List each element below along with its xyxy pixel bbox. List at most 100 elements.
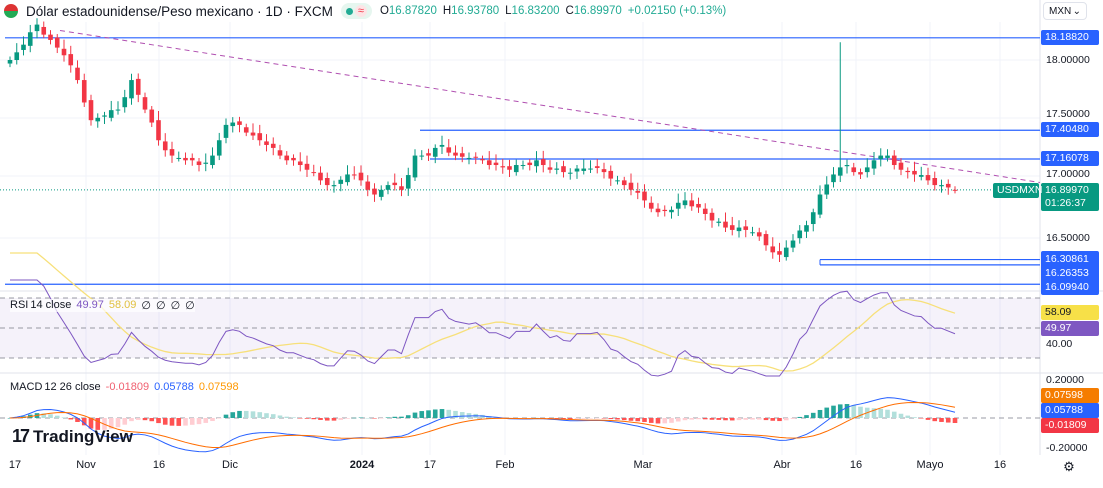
tradingview-logo[interactable]: 17 TradingView (12, 426, 133, 447)
macd-histogram-bar (831, 405, 836, 418)
time-tick: Dic (222, 459, 238, 471)
macd-histogram-bar (183, 418, 188, 426)
candle-body (486, 160, 492, 166)
candle-body (682, 200, 688, 206)
candle-body (358, 172, 364, 181)
candle-body (351, 174, 357, 176)
level-tag[interactable]: 16.26353 (1045, 267, 1089, 279)
macd-histogram-bar (891, 411, 897, 418)
change-value: +0.02150 (+0.13%) (627, 5, 727, 17)
macd-signal-tag: 0.07598 (1041, 388, 1099, 403)
candle-body (756, 232, 762, 237)
macd-histogram-bar (405, 415, 411, 418)
last-price-tag: 16.89970 01:26:37 (1041, 183, 1099, 211)
level-tag[interactable]: 16.09940 (1045, 281, 1089, 293)
macd-histogram-bar (162, 418, 168, 425)
candle-body (291, 157, 296, 161)
macd-histogram-bar (797, 416, 803, 418)
candle-body (736, 227, 742, 232)
candle-body (297, 161, 303, 166)
candle-body (702, 208, 708, 214)
macd-histogram-bar (682, 418, 688, 421)
macd-histogram-bar (41, 413, 47, 418)
trendline (59, 30, 1041, 183)
macd-histogram-bar (885, 409, 890, 418)
candle-body (81, 80, 87, 103)
market-open-icon (345, 7, 353, 15)
macd-histogram-bar (709, 418, 715, 420)
macd-histogram-bar (574, 418, 580, 419)
rsi-ma-line (10, 252, 956, 372)
macd-histogram-bar (135, 418, 141, 420)
candle-body (763, 234, 769, 246)
candle-body (615, 180, 620, 182)
candle-body (115, 109, 121, 111)
candle-body (277, 150, 283, 156)
candle-body (216, 140, 222, 156)
candle-body (61, 48, 67, 56)
macd-histogram-bar (858, 406, 863, 418)
level-tag-group[interactable]: 16.30861 16.26353 16.09940 (1041, 251, 1099, 295)
macd-line (9, 397, 956, 453)
macd-histogram-bar (61, 417, 67, 418)
symbol-title[interactable]: Dólar estadounidense/Peso mexicano · 1D … (26, 3, 333, 19)
macd-histogram-bar (716, 418, 722, 420)
candle-body (675, 202, 681, 209)
open-value: 16.87820 (388, 5, 437, 17)
candle-body (27, 32, 33, 46)
candle-body (7, 60, 13, 64)
level-tag[interactable]: 18.18820 (1041, 30, 1099, 45)
currency-selector[interactable]: MXN ⌄ (1043, 2, 1087, 20)
candle-body (608, 170, 614, 179)
candle-body (230, 122, 236, 127)
macd-tick: 0.20000 (1046, 374, 1084, 386)
macd-histogram-bar (648, 418, 654, 423)
candle-body (851, 167, 857, 173)
candle-body (331, 185, 337, 187)
macd-histogram-bar (351, 417, 357, 419)
macd-histogram-bar (453, 410, 458, 418)
macd-histogram-bar (68, 418, 74, 420)
candle-body (149, 109, 155, 123)
macd-histogram-bar (736, 418, 742, 421)
gear-icon[interactable]: ⚙ (1063, 459, 1075, 474)
price-tick: 17.50000 (1046, 108, 1090, 120)
candle-body (601, 169, 607, 173)
candle-body (912, 170, 917, 175)
level-tag[interactable]: 16.30861 (1045, 253, 1089, 265)
candle-body (338, 179, 344, 184)
rsi-legend[interactable]: RSI 14 close 49.97 58.09 ∅ ∅ ∅ ∅ (10, 299, 195, 312)
status-pills[interactable]: ≈ (340, 3, 372, 19)
macd-histogram-bar (763, 418, 769, 421)
candle-body (837, 167, 843, 176)
macd-histogram-bar (284, 416, 290, 418)
candle-body (507, 166, 512, 170)
macd-histogram-bar (446, 409, 452, 418)
candle-body (729, 225, 735, 230)
wave-icon: ≈ (354, 5, 367, 17)
macd-histogram-bar (594, 418, 600, 419)
time-tick: 2024 (349, 459, 375, 471)
macd-legend[interactable]: MACD 12 26 close -0.01809 0.05788 0.0759… (10, 381, 239, 393)
price-tick: 18.00000 (1046, 54, 1090, 66)
macd-histogram-bar (392, 416, 398, 418)
macd-histogram-bar (331, 418, 337, 421)
macd-histogram-bar (385, 417, 391, 418)
macd-histogram-bar (189, 418, 195, 425)
candle-body (324, 178, 330, 186)
macd-histogram-bar (952, 418, 958, 424)
level-tag[interactable]: 17.16078 (1041, 151, 1099, 166)
level-tag[interactable]: 17.40480 (1041, 122, 1099, 137)
candle-body (304, 163, 310, 170)
macd-histogram-bar (642, 418, 647, 422)
candle-body (817, 194, 823, 215)
macd-histogram-bar (790, 418, 796, 419)
macd-histogram-bar (628, 418, 634, 421)
candle-body (905, 170, 911, 173)
macd-histogram-bar (561, 418, 566, 420)
macd-histogram-bar (621, 418, 627, 421)
candle-body (68, 54, 74, 66)
macd-histogram-bar (777, 418, 782, 422)
macd-histogram-bar (108, 418, 114, 429)
